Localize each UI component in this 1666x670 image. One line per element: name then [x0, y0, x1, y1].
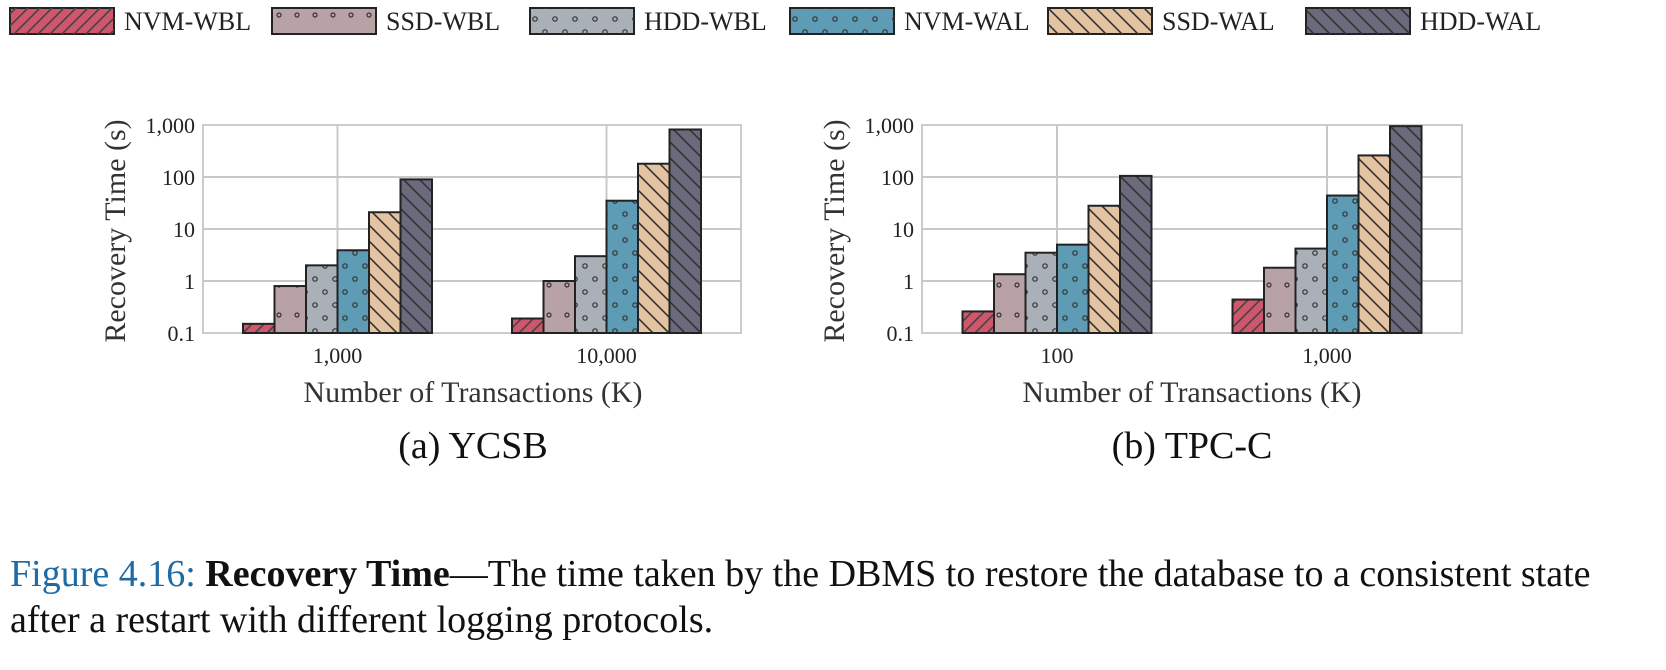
x-tick-label: 100	[1041, 343, 1074, 368]
x-tick-label: 1,000	[313, 343, 363, 368]
y-tick-label: 0.1	[887, 321, 915, 346]
bar-outline-nvm-wal	[1056, 243, 1090, 335]
bar-outline-ssd-wbl	[993, 273, 1027, 335]
caption-bold: Recovery Time	[205, 553, 450, 595]
legend-pattern-hdd-wal	[1306, 8, 1410, 34]
bar-outline-nvm-wbl	[1231, 298, 1265, 335]
bar-outline-nvm-wal	[605, 199, 639, 334]
bar-outline-ssd-wal	[637, 162, 671, 334]
chart-panel-tpcc: 0.1 1 10 100 1,000 100 1,000 Number of Transact…	[818, 113, 1463, 467]
y-tick-label: 10	[173, 217, 195, 242]
bar-outline-nvm-wbl	[511, 317, 545, 335]
bar-outline-nvm-wbl	[242, 322, 276, 335]
bar-outline-hdd-wbl	[1294, 247, 1328, 334]
legend-label-nvm-wal: NVM-WAL	[904, 7, 1030, 36]
x-tick-label: 1,000	[1302, 343, 1352, 368]
panel-title: (a) YCSB	[398, 425, 548, 467]
bar-outline-nvm-wal	[336, 249, 370, 334]
bar-outline-nvm-wal	[1326, 194, 1360, 334]
figure-caption: Figure 4.16: Recovery Time—The time take…	[10, 552, 1660, 643]
x-tick-label: 10,000	[576, 343, 637, 368]
bar-outline-ssd-wbl	[273, 285, 307, 334]
legend-label-nvm-wbl: NVM-WBL	[124, 7, 251, 36]
bar-outline-ssd-wbl	[1263, 266, 1297, 334]
x-axis-label: Number of Transactions (K)	[303, 376, 642, 409]
chart-panel-ycsb: 0.1 1 10 100 1,000 1,000 10,000 Number of Trans…	[99, 113, 742, 467]
legend-pattern-hdd-wbl	[530, 8, 634, 34]
panel-title: (b) TPC-C	[1112, 425, 1273, 467]
bar-outline-hdd-wal	[1389, 125, 1423, 334]
y-tick-label: 10	[892, 217, 914, 242]
y-tick-label: 1,000	[865, 113, 915, 138]
bar-outline-hdd-wal	[668, 128, 702, 334]
x-axis-label: Number of Transactions (K)	[1022, 376, 1361, 409]
legend-pattern-nvm-wal	[790, 8, 894, 34]
y-axis-label: Recovery Time (s)	[99, 119, 132, 342]
bar-outline-ssd-wal	[1357, 154, 1391, 334]
bar-outline-hdd-wal	[399, 178, 433, 334]
bar-outline-ssd-wal	[1087, 204, 1121, 335]
bar-outline-hdd-wbl	[1024, 251, 1058, 335]
bar-outline-ssd-wal	[368, 211, 402, 334]
legend-pattern-ssd-wal	[1048, 8, 1152, 34]
bar-outline-nvm-wbl	[961, 310, 995, 334]
legend-label-hdd-wal: HDD-WAL	[1420, 7, 1541, 36]
y-tick-label: 100	[162, 165, 195, 190]
y-tick-label: 1	[184, 269, 195, 294]
legend-label-ssd-wal: SSD-WAL	[1162, 7, 1275, 36]
figure: NVM-WBL SSD-WBL HDD-WBL NVM-WAL SSD-WAL HDD-W…	[9, 7, 1541, 467]
y-tick-label: 100	[881, 165, 914, 190]
legend-pattern-ssd-wbl	[272, 8, 376, 34]
bar-outline-hdd-wbl	[574, 255, 608, 334]
legend: NVM-WBL SSD-WBL HDD-WBL NVM-WAL SSD-WAL HDD-W…	[9, 7, 1541, 36]
y-tick-label: 0.1	[168, 321, 196, 346]
y-tick-label: 1	[903, 269, 914, 294]
y-axis-label: Recovery Time (s)	[818, 119, 851, 342]
caption-label: Figure 4.16:	[10, 553, 196, 595]
caption-text: —The time taken by the DBMS to restore t…	[10, 553, 1591, 641]
bar-outline-hdd-wal	[1119, 174, 1153, 334]
legend-label-ssd-wbl: SSD-WBL	[386, 7, 500, 36]
legend-pattern-nvm-wbl	[10, 8, 114, 34]
bar-outline-ssd-wbl	[542, 280, 576, 334]
legend-label-hdd-wbl: HDD-WBL	[644, 7, 767, 36]
y-tick-label: 1,000	[146, 113, 196, 138]
bar-outline-hdd-wbl	[305, 264, 339, 334]
